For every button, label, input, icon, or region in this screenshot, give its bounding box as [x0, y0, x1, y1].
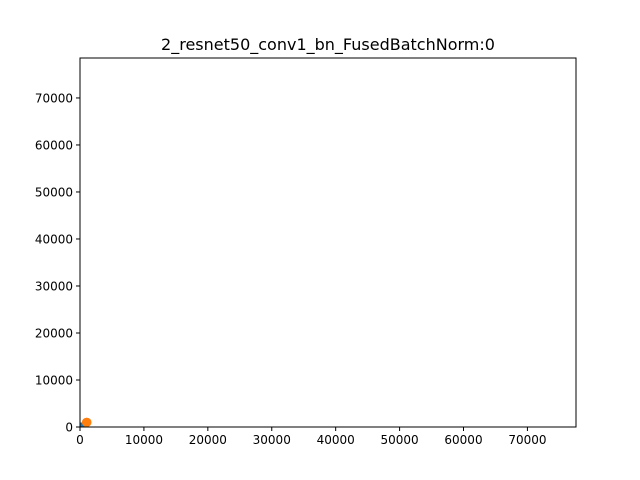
y-tick-label: 60000	[35, 138, 73, 152]
y-tick-label: 20000	[35, 326, 73, 340]
y-tick-label: 40000	[35, 232, 73, 246]
x-tick-label: 60000	[444, 433, 482, 447]
x-tick-label: 30000	[253, 433, 291, 447]
y-tick-label: 0	[65, 421, 73, 435]
x-tick-label: 10000	[125, 433, 163, 447]
y-tick-label: 50000	[35, 185, 73, 199]
scatter-points	[80, 417, 92, 427]
x-tick-label: 0	[76, 433, 84, 447]
y-axis: 0 10000 20000 30000 40000 50000 60000 70000	[35, 91, 80, 435]
x-tick-label: 50000	[380, 433, 418, 447]
x-tick-label: 70000	[508, 433, 546, 447]
x-tick-label: 20000	[189, 433, 227, 447]
y-tick-label: 10000	[35, 373, 73, 387]
data-layer	[80, 417, 92, 427]
chart-title: 2_resnet50_conv1_bn_FusedBatchNorm:0	[161, 35, 495, 55]
x-axis: 0 10000 20000 30000 40000 50000 60000 70000	[76, 427, 547, 447]
y-tick-label: 30000	[35, 279, 73, 293]
plot-frame	[79, 57, 577, 428]
y-tick-label: 70000	[35, 91, 73, 105]
scatter-point-series-1	[82, 417, 92, 427]
x-tick-label: 40000	[317, 433, 355, 447]
